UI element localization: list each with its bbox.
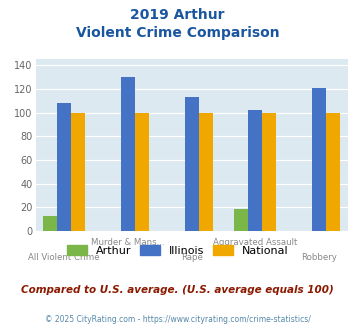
Text: 2019 Arthur: 2019 Arthur [130,8,225,22]
Bar [57,103,71,231]
Text: Violent Crime Comparison: Violent Crime Comparison [76,26,279,40]
Bar [185,97,199,231]
Bar [248,110,262,231]
Bar [312,88,326,231]
Text: © 2025 CityRating.com - https://www.cityrating.com/crime-statistics/: © 2025 CityRating.com - https://www.city… [45,315,310,324]
Text: Murder & Mans...: Murder & Mans... [91,238,165,247]
Bar [326,113,340,231]
Text: Compared to U.S. average. (U.S. average equals 100): Compared to U.S. average. (U.S. average … [21,285,334,295]
Bar [234,209,248,231]
Bar [43,215,57,231]
Text: All Violent Crime: All Violent Crime [28,253,100,262]
Legend: Arthur, Illinois, National: Arthur, Illinois, National [62,241,293,260]
Text: Robbery: Robbery [301,253,337,262]
Bar [121,77,135,231]
Text: Rape: Rape [181,253,203,262]
Bar [199,113,213,231]
Bar [135,113,149,231]
Bar [71,113,85,231]
Bar [262,113,277,231]
Text: Aggravated Assault: Aggravated Assault [213,238,297,247]
